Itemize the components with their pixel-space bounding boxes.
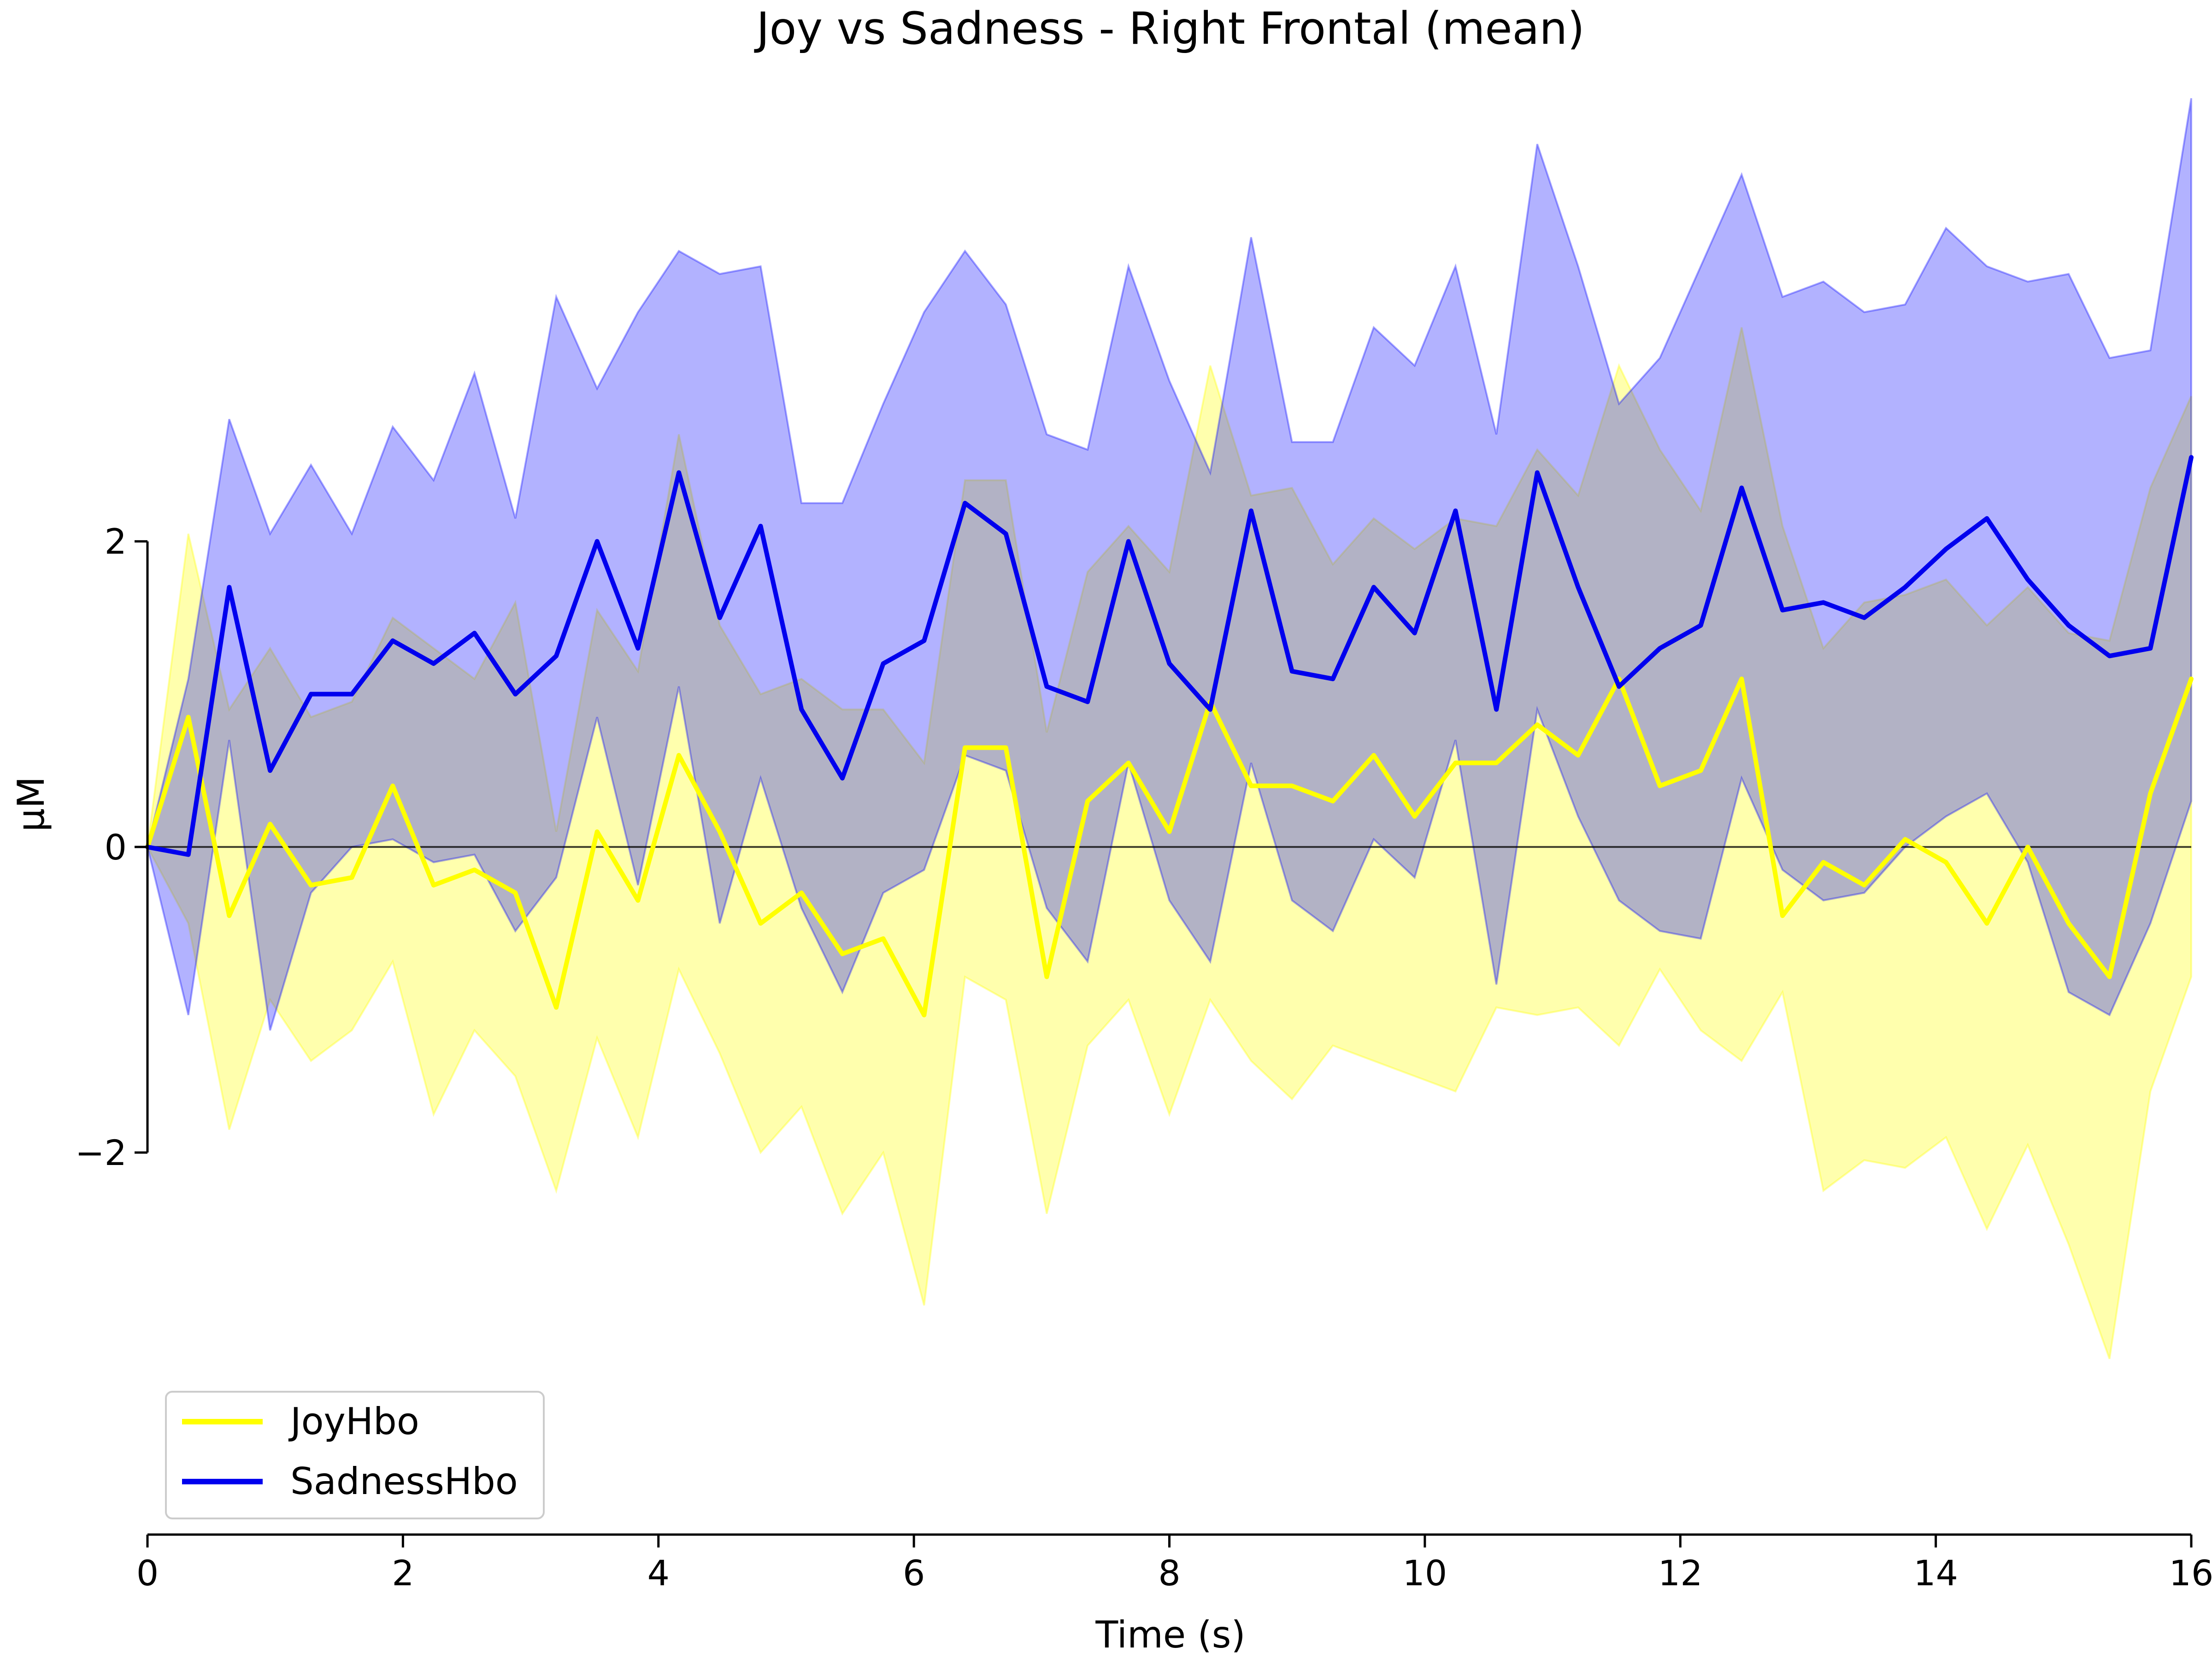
x-axis-ticks: 0 2 4 6 8 10 12 14 16 (136, 1535, 2212, 1594)
series-lines (145, 455, 2194, 1018)
y-axis: −2 0 2 (75, 521, 149, 1173)
y-tick-label: 2 (105, 521, 127, 562)
plot-area (145, 98, 2194, 1359)
confidence-bands (146, 98, 2192, 1359)
y-tick-label: 0 (105, 827, 127, 868)
y-tick-label: −2 (75, 1132, 127, 1173)
x-tick-label: 16 (2169, 1553, 2212, 1594)
band-sadnesshbo (146, 98, 2192, 1031)
x-tick-label: 12 (1658, 1553, 1703, 1594)
y-axis-label: µM (10, 777, 53, 832)
legend-label-joyhbo: JoyHbo (288, 1400, 419, 1443)
line-joyhbo (145, 677, 2194, 1018)
x-tick-label: 4 (647, 1553, 670, 1594)
legend: JoyHbo SadnessHbo (165, 1391, 545, 1519)
x-tick-label: 2 (392, 1553, 414, 1594)
x-axis: 0 2 4 6 8 10 12 14 16 (136, 1533, 2212, 1594)
y-axis-ticks: −2 0 2 (75, 521, 147, 1173)
chart-title: Joy vs Sadness - Right Frontal (mean) (754, 3, 1584, 54)
x-tick-label: 8 (1158, 1553, 1180, 1594)
x-tick-label: 10 (1403, 1553, 1447, 1594)
line-sadnesshbo (145, 455, 2194, 857)
x-tick-label: 0 (136, 1553, 159, 1594)
legend-label-sadnesshbo: SadnessHbo (290, 1460, 518, 1503)
band-joyhbo (146, 327, 2192, 1359)
x-tick-label: 14 (1913, 1553, 1958, 1594)
x-axis-label: Time (s) (1095, 1613, 1245, 1656)
x-tick-label: 6 (903, 1553, 925, 1594)
